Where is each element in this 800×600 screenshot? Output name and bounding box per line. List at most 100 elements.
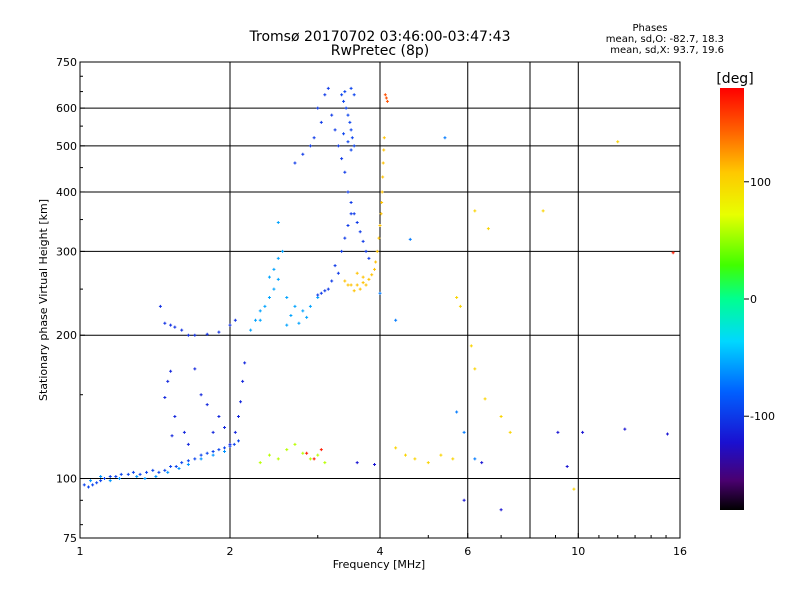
- data-point: [239, 400, 243, 404]
- data-point: [319, 120, 323, 124]
- data-point: [135, 474, 139, 478]
- data-point: [541, 209, 545, 213]
- colorbar-tick-label: -100: [750, 410, 775, 423]
- phases-mean-x: mean, sd,X: 93.7, 19.6: [610, 45, 724, 56]
- phases-mean-o: mean, sd,O: -82.7, 18.3: [606, 34, 724, 45]
- data-point: [373, 463, 377, 467]
- data-point: [623, 427, 627, 431]
- data-point: [293, 304, 297, 308]
- colorbar-gradient: [720, 88, 744, 510]
- data-point: [565, 464, 569, 468]
- data-point: [572, 487, 576, 491]
- data-point: [276, 457, 280, 461]
- data-point: [330, 113, 334, 117]
- data-point: [349, 148, 353, 152]
- plot-area: 1 2 4 6 10 16 75 100 200 300 400 500 600 750: [56, 56, 687, 558]
- y-tick-label: 400: [56, 186, 77, 199]
- y-tick-label: 500: [56, 140, 77, 153]
- x-tick-label: 2: [227, 545, 234, 558]
- data-point: [173, 325, 177, 329]
- data-point: [316, 453, 320, 457]
- data-point: [508, 430, 512, 434]
- data-point: [308, 457, 312, 461]
- data-point: [157, 470, 161, 474]
- data-point: [375, 249, 379, 253]
- data-point: [272, 287, 276, 291]
- data-point: [297, 321, 301, 325]
- data-point: [276, 256, 280, 260]
- data-point: [211, 430, 215, 434]
- x-tick-label: 10: [571, 545, 585, 558]
- data-point: [243, 361, 247, 365]
- data-point: [352, 289, 356, 293]
- data-point: [258, 461, 262, 465]
- data-point: [154, 474, 158, 478]
- data-point: [469, 344, 473, 348]
- data-point: [263, 304, 267, 308]
- data-point: [205, 332, 209, 336]
- chart-title: Tromsø 20170702 03:46:00-03:47:43: [249, 29, 511, 45]
- data-point: [346, 283, 350, 287]
- data-point: [166, 470, 170, 474]
- data-point: [308, 144, 312, 148]
- data-point: [305, 315, 309, 319]
- chart-subtitle: RwPretec (8p): [331, 43, 429, 59]
- data-point: [394, 318, 398, 322]
- data-point: [169, 369, 173, 373]
- data-point: [370, 273, 374, 277]
- x-tick-label: 1: [77, 545, 84, 558]
- data-point: [223, 425, 227, 429]
- data-point: [108, 474, 112, 478]
- data-point: [316, 296, 320, 300]
- data-point: [211, 449, 215, 453]
- data-point: [499, 508, 503, 512]
- data-point: [99, 474, 103, 478]
- data-point: [352, 93, 356, 97]
- data-point: [380, 190, 384, 194]
- data-point: [312, 457, 316, 461]
- data-point: [258, 309, 262, 313]
- data-point: [180, 461, 184, 465]
- data-point: [349, 212, 353, 216]
- data-point: [241, 379, 245, 383]
- data-point: [114, 474, 118, 478]
- data-point: [223, 446, 227, 450]
- data-point: [163, 468, 167, 472]
- data-point: [342, 99, 346, 103]
- data-point: [228, 323, 232, 327]
- data-point: [383, 93, 387, 97]
- data-point: [305, 451, 309, 455]
- data-point: [233, 318, 237, 322]
- data-point: [616, 140, 620, 144]
- data-point: [316, 293, 320, 297]
- data-point: [205, 403, 209, 407]
- data-point: [177, 466, 181, 470]
- y-tick-label: 200: [56, 329, 77, 342]
- data-point: [342, 132, 346, 136]
- data-point: [361, 275, 365, 279]
- data-point: [346, 113, 350, 117]
- data-point: [170, 434, 174, 438]
- grid-lines: [80, 62, 680, 538]
- data-point: [99, 479, 103, 483]
- data-point: [281, 249, 285, 253]
- y-tick-label: 600: [56, 102, 77, 115]
- x-tick-label: 4: [377, 545, 384, 558]
- data-point: [138, 472, 142, 476]
- data-point: [330, 279, 334, 283]
- data-point: [126, 472, 130, 476]
- data-point: [301, 451, 305, 455]
- y-tick-label: 750: [56, 56, 77, 69]
- data-point: [374, 260, 378, 264]
- data-point: [267, 453, 271, 457]
- y-tick-label: 75: [63, 532, 77, 545]
- data-point: [267, 275, 271, 279]
- data-point: [285, 296, 289, 300]
- data-point: [473, 457, 477, 461]
- data-point: [217, 448, 221, 452]
- data-point: [186, 459, 190, 463]
- data-point: [473, 367, 477, 371]
- data-point: [228, 442, 232, 446]
- data-point: [143, 477, 147, 481]
